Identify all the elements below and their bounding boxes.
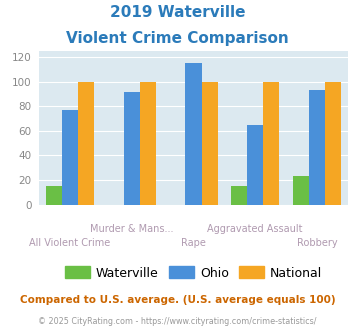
Text: 2019 Waterville: 2019 Waterville <box>110 5 245 20</box>
Text: Rape: Rape <box>181 238 206 248</box>
Bar <box>309 90 325 205</box>
Bar <box>325 82 341 205</box>
Text: Compared to U.S. average. (U.S. average equals 100): Compared to U.S. average. (U.S. average … <box>20 295 335 305</box>
Bar <box>140 82 156 205</box>
Legend: Waterville, Ohio, National: Waterville, Ohio, National <box>60 261 327 285</box>
Bar <box>78 82 94 205</box>
Text: Robbery: Robbery <box>297 238 337 248</box>
Text: All Violent Crime: All Violent Crime <box>29 238 110 248</box>
Bar <box>263 82 279 205</box>
Text: Violent Crime Comparison: Violent Crime Comparison <box>66 31 289 46</box>
Bar <box>124 92 140 205</box>
Bar <box>247 125 263 205</box>
Bar <box>293 176 309 205</box>
Text: Murder & Mans...: Murder & Mans... <box>90 224 174 234</box>
Bar <box>231 186 247 205</box>
Bar <box>62 110 78 205</box>
Bar <box>202 82 218 205</box>
Bar <box>46 186 62 205</box>
Text: Aggravated Assault: Aggravated Assault <box>207 224 303 234</box>
Bar <box>185 63 202 205</box>
Text: © 2025 CityRating.com - https://www.cityrating.com/crime-statistics/: © 2025 CityRating.com - https://www.city… <box>38 317 317 326</box>
